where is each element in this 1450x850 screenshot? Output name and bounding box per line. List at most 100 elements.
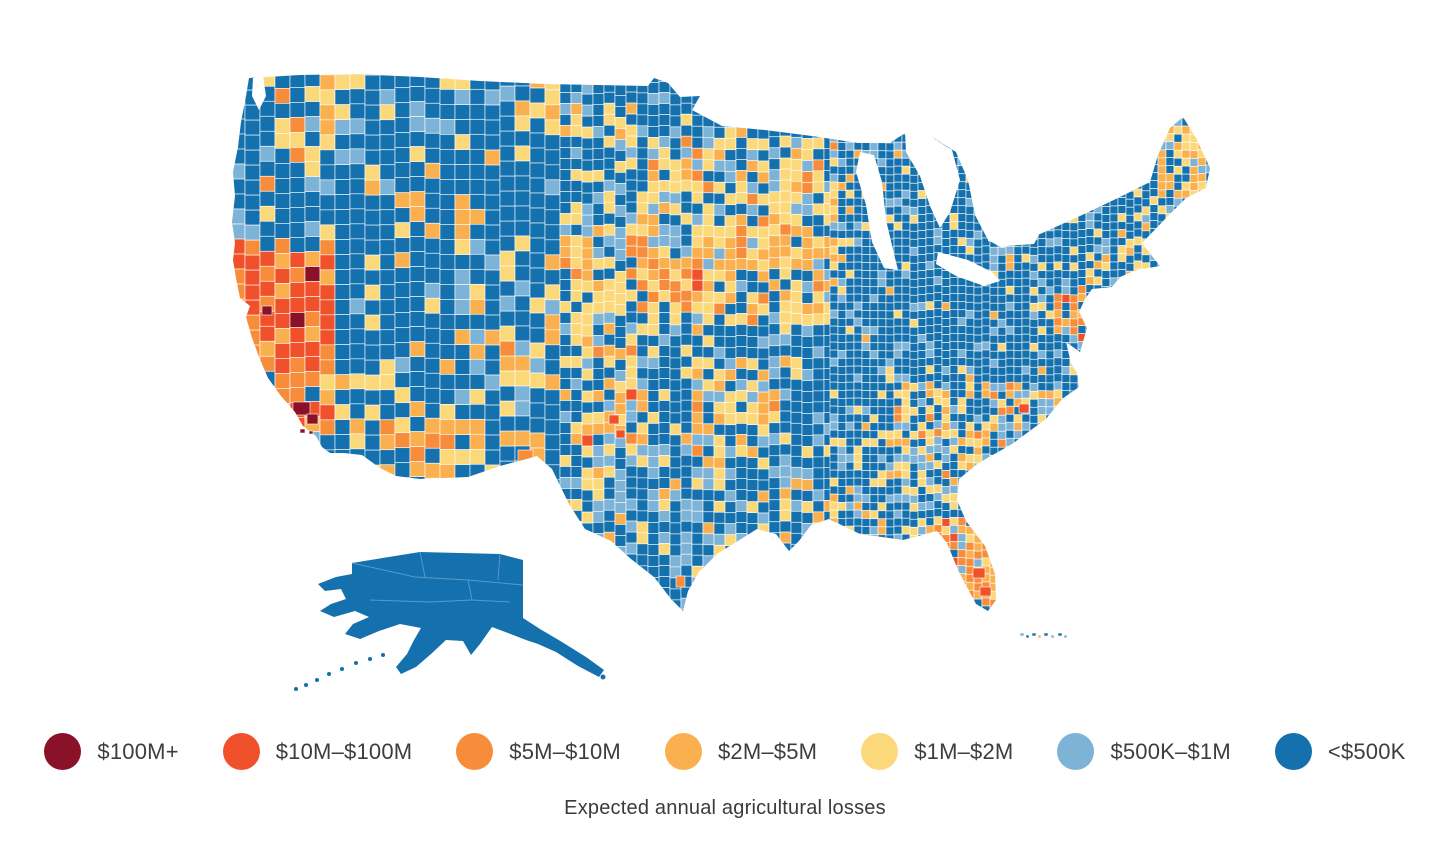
county-cell [1093,76,1103,86]
county-cell [484,389,501,406]
county-cell [965,101,975,111]
county-cell [1141,510,1151,520]
county-cell [581,489,594,502]
county-cell [1149,252,1159,261]
county-cell [1093,540,1103,550]
county-cell [1053,181,1063,191]
county-cell [837,582,847,591]
county-cell [1005,85,1015,95]
county-cell [909,462,919,472]
county-cell [981,213,991,223]
county-cell [1005,285,1015,295]
county-cell [768,279,781,292]
county-cell [658,81,671,93]
county-cell [957,549,967,559]
county-cell [941,438,951,447]
county-cell [845,253,855,263]
county-cell [713,247,726,260]
county-cell [885,438,895,448]
county-cell [933,308,943,318]
county-cell [625,179,638,192]
county-cell [1045,158,1055,168]
county-cell [925,421,935,431]
county-cell [997,606,1007,611]
county-cell [724,160,737,173]
county-cell [965,245,975,255]
county-cell [702,368,715,381]
county-cell [581,115,594,128]
county-cell [669,379,682,392]
county-cell [592,213,605,226]
county-cell [909,598,919,608]
county-cell [244,374,261,391]
county-cell [625,157,638,170]
county-cell [1061,78,1071,87]
county-cell [1133,74,1143,78]
county-cell [1093,84,1103,94]
county-cell [941,110,951,119]
county-cell [1037,110,1047,120]
county-cell [669,588,682,601]
county-cell [958,62,966,70]
county-cell [1141,86,1151,96]
county-cell [735,489,748,501]
county-cell [957,413,967,423]
county-cell [917,470,927,479]
county-cell [894,614,902,622]
county-cell [724,534,737,547]
county-cell [1013,334,1023,344]
county-cell [917,566,927,575]
county-cell [1069,534,1079,544]
county-cell [997,342,1007,352]
county-cell [901,261,911,271]
county-cell [997,518,1007,528]
county-cell [379,149,396,166]
county-cell [877,478,887,488]
county-cell [647,588,660,600]
county-cell [1109,93,1119,103]
county-cell [957,501,967,511]
county-cell [603,190,616,203]
county-cell [581,170,594,183]
county-cell [893,74,903,79]
county-cell [724,259,737,272]
county-cell [1077,149,1087,158]
county-cell [1117,157,1127,166]
county-cell [334,299,351,315]
county-cell [933,396,943,406]
county-cell [1157,109,1167,119]
county-cell [779,168,792,181]
county-cell [877,470,887,480]
county-cell [845,74,855,79]
county-cell [625,355,638,368]
county-cell [592,543,605,556]
county-cell [379,419,396,436]
county-cell [877,518,887,528]
county-cell [1149,316,1159,325]
county-cell [581,324,594,337]
county-cell [837,558,847,567]
county-cell [893,573,903,583]
county-cell [933,236,943,246]
county-cell [933,596,943,606]
county-cell [981,453,991,463]
county-cell [625,575,638,588]
county-cell [469,328,486,345]
county-cell [559,345,572,357]
county-cell [1077,173,1087,182]
county-cell [669,412,682,425]
county-cell [909,550,919,560]
county-cell [499,74,516,87]
county-cell [746,215,759,228]
county-cell [949,437,959,446]
county-cell [1029,110,1039,120]
county-cell [1045,134,1055,144]
county-cell [853,493,863,503]
county-cell [244,494,261,511]
county-cell [893,341,903,351]
county-cell [933,436,943,446]
county-cell [680,300,693,313]
county-cell [581,159,594,172]
county-cell [614,183,627,195]
county-cell [1005,117,1015,127]
